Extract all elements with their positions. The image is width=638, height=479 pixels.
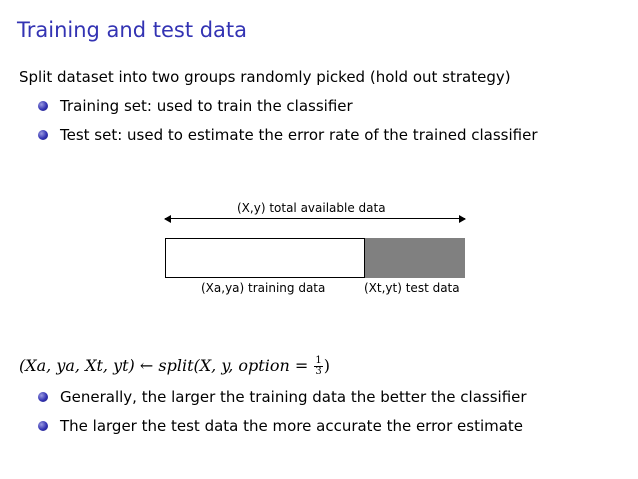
test-data-box [365,238,465,278]
training-data-label: (Xa,ya) training data [201,281,326,295]
list-item: Generally, the larger the training data … [38,387,527,416]
list-item: Training set: used to train the classifi… [38,96,538,125]
bullet-icon [38,101,48,111]
split-formula: (Xa, ya, Xt, yt) ← split(X, y, option = … [19,356,330,377]
bullet-text: Generally, the larger the training data … [60,388,527,406]
training-data-box [165,238,365,278]
formula-lhs: (Xa, ya, Xt, yt) [19,356,135,375]
formula-call-start: split(X, y, option = [158,356,314,375]
intro-text: Split dataset into two groups randomly p… [19,68,511,86]
bullet-icon [38,392,48,402]
test-data-label: (Xt,yt) test data [364,281,460,295]
fraction-denominator: 3 [315,366,322,377]
bullet-icon [38,130,48,140]
bottom-bullet-list: Generally, the larger the training data … [38,387,527,445]
list-item: Test set: used to estimate the error rat… [38,125,538,154]
slide-title: Training and test data [17,18,248,42]
fraction-numerator: 1 [314,355,323,367]
bullet-icon [38,421,48,431]
double-arrow-icon [164,215,466,223]
top-bullet-list: Training set: used to train the classifi… [38,96,538,154]
bullet-text: Training set: used to train the classifi… [60,97,353,115]
bullet-text: The larger the test data the more accura… [60,417,524,435]
formula-call-end: ) [323,356,330,375]
formula-arrow: ← [139,356,154,375]
list-item: The larger the test data the more accura… [38,416,527,445]
total-data-label: (X,y) total available data [237,201,386,215]
bullet-text: Test set: used to estimate the error rat… [60,126,538,144]
